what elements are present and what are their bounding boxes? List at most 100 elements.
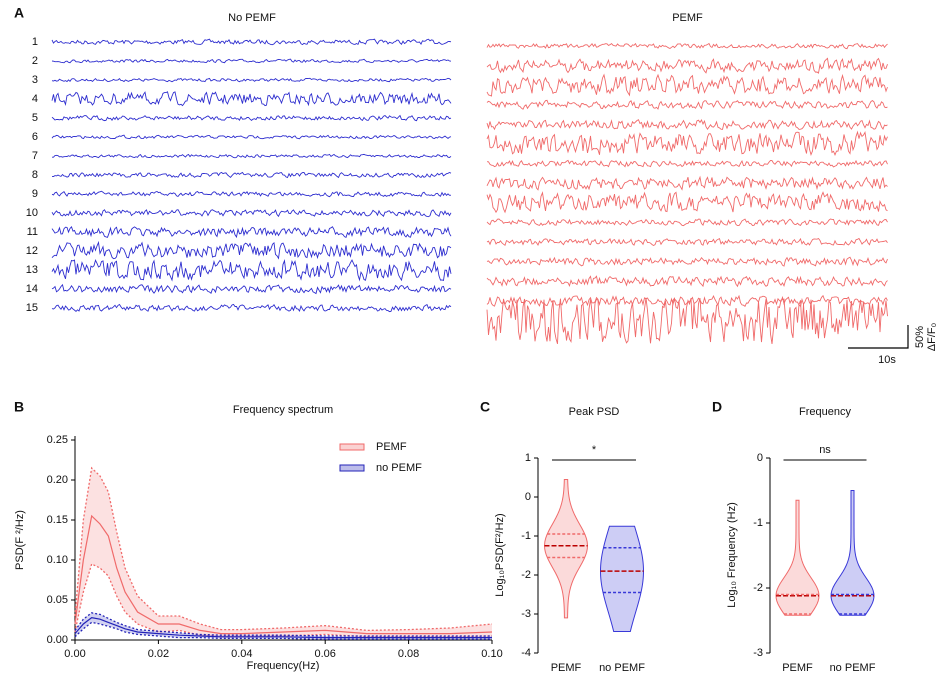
scale-x-label: 10s xyxy=(878,354,896,366)
x-tick-label: 0.04 xyxy=(231,648,252,660)
y-axis-label: Log₁₀ Frequency (Hz) xyxy=(726,502,738,607)
band-edge xyxy=(74,466,493,632)
trace-label: 2 xyxy=(32,55,38,67)
trace-label: 3 xyxy=(32,74,38,86)
y-tick-label: 0.10 xyxy=(47,554,68,566)
y-axis-label: Log₁₀PSD(F²/Hz) xyxy=(494,513,506,596)
legend-label: PEMF xyxy=(376,441,407,453)
trace xyxy=(51,134,452,140)
trace-label: 6 xyxy=(32,131,38,143)
y-tick-label: 0.00 xyxy=(47,634,68,646)
violin xyxy=(830,490,875,616)
x-tick-label: PEMF xyxy=(551,662,582,674)
trace-label: 13 xyxy=(26,264,38,276)
chart-title: Frequency spectrum xyxy=(233,404,333,416)
trace xyxy=(486,130,888,156)
trace xyxy=(486,118,888,131)
legend-swatch xyxy=(339,443,365,451)
y-tick-label: 0.15 xyxy=(47,514,68,526)
y-tick-label: -3 xyxy=(521,608,531,620)
scale-y-unit: ΔF/F₀ xyxy=(926,323,938,351)
scale-bar xyxy=(848,325,909,349)
band xyxy=(75,612,492,640)
y-tick-label: -4 xyxy=(521,647,531,659)
trace xyxy=(51,77,452,83)
trace-label: 4 xyxy=(32,93,38,105)
trace-label: 12 xyxy=(26,245,38,257)
panel-letter: D xyxy=(712,399,722,415)
trace xyxy=(486,297,888,345)
violin xyxy=(544,478,588,619)
trace xyxy=(51,58,452,64)
trace xyxy=(486,191,888,214)
line xyxy=(74,514,493,635)
trace xyxy=(486,159,888,168)
panel-letter: C xyxy=(480,399,490,415)
x-tick-label: PEMF xyxy=(782,662,813,674)
legend-swatch xyxy=(339,464,365,472)
y-tick-label: 0.25 xyxy=(47,434,68,446)
y-axis-label: PSD(F ²/Hz) xyxy=(14,510,26,570)
trace xyxy=(486,57,888,74)
trace xyxy=(486,275,888,288)
trace xyxy=(51,259,452,282)
x-tick-label: no PEMF xyxy=(599,662,645,674)
trace-label: 7 xyxy=(32,150,38,162)
x-tick-label: 0.00 xyxy=(64,648,85,660)
trace xyxy=(486,42,888,50)
trace xyxy=(51,209,452,218)
trace xyxy=(486,73,888,97)
y-tick-label: 0 xyxy=(525,491,531,503)
y-tick-label: 1 xyxy=(525,452,531,464)
y-tick-label: -2 xyxy=(753,582,763,594)
trace-label: 11 xyxy=(27,226,38,238)
legend-label: no PEMF xyxy=(376,462,422,474)
trace xyxy=(51,283,452,295)
x-tick-label: 0.02 xyxy=(148,648,169,660)
chart-title: Frequency xyxy=(799,406,851,418)
violin xyxy=(599,525,645,633)
y-tick-label: 0.20 xyxy=(47,474,68,486)
trace xyxy=(51,38,452,46)
y-tick-label: -1 xyxy=(753,517,763,529)
group-title: PEMF xyxy=(672,12,703,24)
trace xyxy=(486,218,888,227)
panel-letter: B xyxy=(14,399,24,415)
trace-label: 1 xyxy=(32,36,38,48)
trace xyxy=(51,190,452,198)
trace xyxy=(51,171,452,179)
y-tick-label: -1 xyxy=(521,530,531,542)
y-tick-label: 0.05 xyxy=(47,594,68,606)
x-tick-label: 0.10 xyxy=(481,648,502,660)
x-axis-label: Frequency(Hz) xyxy=(247,660,320,672)
x-tick-label: 0.08 xyxy=(398,648,419,660)
trace xyxy=(51,240,452,260)
group-title: No PEMF xyxy=(228,12,276,24)
trace xyxy=(51,114,452,122)
significance-label: ns xyxy=(819,444,831,456)
trace-label: 8 xyxy=(32,169,38,181)
y-tick-label: -2 xyxy=(521,569,531,581)
trace xyxy=(51,226,452,239)
y-tick-label: 0 xyxy=(757,452,763,464)
y-tick-label: -3 xyxy=(753,647,763,659)
trace xyxy=(486,175,888,191)
line xyxy=(74,616,492,639)
significance-label: * xyxy=(592,444,597,456)
trace-label: 14 xyxy=(26,283,38,295)
trace-label: 9 xyxy=(32,188,38,200)
trace xyxy=(486,99,888,110)
trace-label: 5 xyxy=(32,112,38,124)
trace-label: 10 xyxy=(26,207,38,219)
trace xyxy=(486,256,888,267)
trace xyxy=(52,153,452,159)
panel-letter: A xyxy=(14,5,24,21)
trace xyxy=(486,237,888,247)
chart-title: Peak PSD xyxy=(569,406,620,418)
trace-label: 15 xyxy=(26,302,38,314)
x-tick-label: no PEMF xyxy=(830,662,876,674)
band-edge xyxy=(74,612,492,637)
violin xyxy=(775,499,820,616)
trace xyxy=(51,91,452,107)
